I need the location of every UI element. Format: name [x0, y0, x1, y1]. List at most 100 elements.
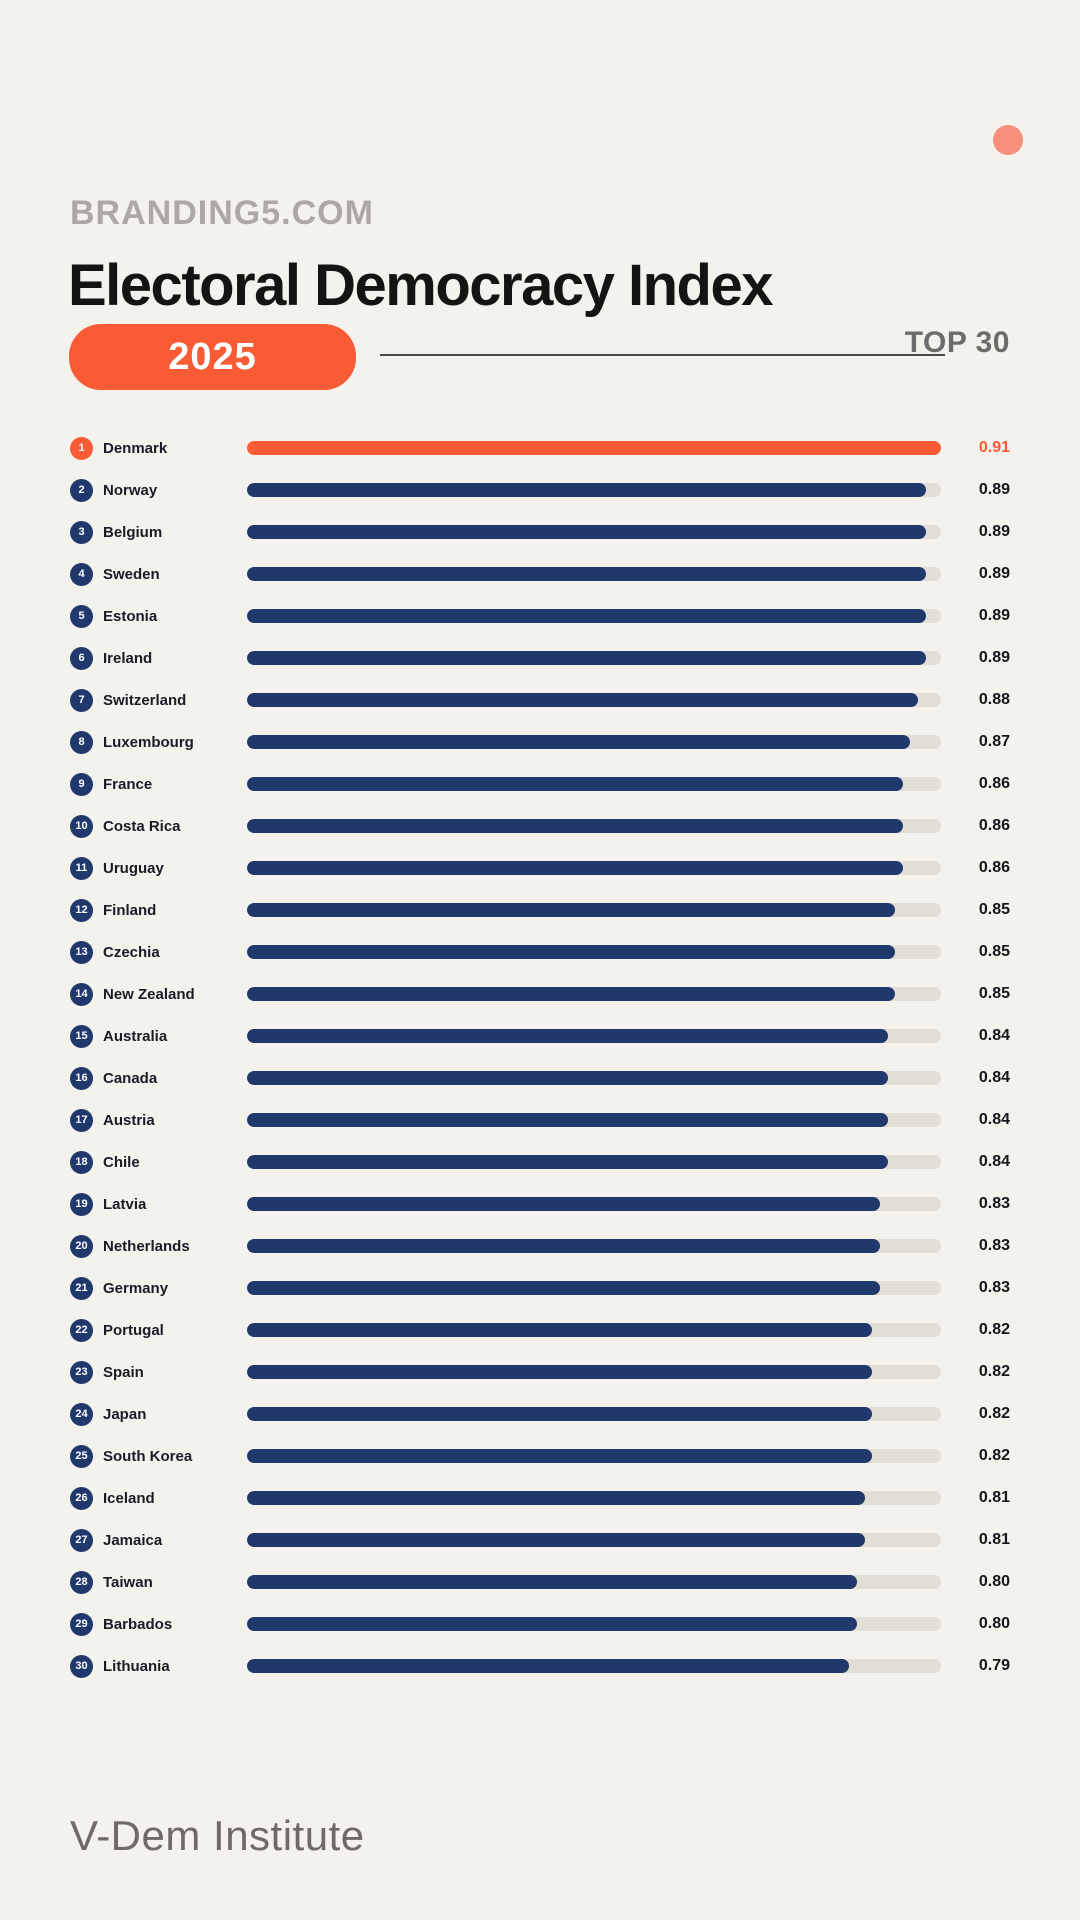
value-label: 0.89	[978, 649, 1010, 666]
bar-fill	[247, 1029, 888, 1043]
rank-number: 30	[75, 1659, 88, 1672]
bar-fill	[247, 1239, 880, 1253]
bar-fill	[247, 693, 919, 707]
rank-badge: 3	[70, 520, 93, 544]
ranking-row: 30 Lithuania 0.79	[0, 1645, 1080, 1687]
ranking-row: 3 Belgium 0.89	[0, 511, 1080, 553]
value-label: 0.83	[978, 1237, 1010, 1254]
page-title: Electoral Democracy Index	[68, 253, 773, 318]
value-label: 0.85	[978, 901, 1010, 918]
bar-fill	[247, 1575, 858, 1589]
value-label: 0.79	[978, 1657, 1010, 1674]
bar-track	[247, 861, 941, 875]
bar-fill	[247, 1407, 873, 1421]
value-label: 0.85	[978, 943, 1010, 960]
rank-number: 28	[75, 1575, 88, 1588]
bar-fill	[247, 525, 926, 539]
ranking-row: 28 Taiwan 0.80	[0, 1561, 1080, 1603]
rank-badge: 29	[70, 1612, 93, 1636]
ranking-row: 7 Switzerland 0.88	[0, 679, 1080, 721]
bar-track	[247, 735, 941, 749]
rank-badge: 15	[70, 1024, 93, 1048]
ranking-row: 26 Iceland 0.81	[0, 1477, 1080, 1519]
bar-fill	[247, 1365, 873, 1379]
rank-number: 4	[78, 567, 85, 580]
bar-track	[247, 651, 941, 665]
value-label: 0.86	[978, 817, 1010, 834]
country-label: Lithuania	[103, 1657, 170, 1675]
country-label: Netherlands	[103, 1237, 190, 1255]
rank-badge: 2	[70, 478, 93, 502]
country-label: Estonia	[103, 607, 158, 625]
ranking-row: 20 Netherlands 0.83	[0, 1225, 1080, 1267]
country-label: Japan	[103, 1405, 147, 1423]
rank-number: 12	[75, 903, 88, 916]
bar-track	[247, 525, 941, 539]
ranking-row: 9 France 0.86	[0, 763, 1080, 805]
bar-track	[247, 819, 941, 833]
rank-badge: 13	[70, 940, 93, 964]
ranking-row: 23 Spain 0.82	[0, 1351, 1080, 1393]
country-label: Switzerland	[103, 691, 187, 709]
bar-track	[247, 1575, 941, 1589]
rank-badge: 25	[70, 1444, 93, 1468]
value-label: 0.91	[978, 439, 1010, 456]
ranking-row: 16 Canada 0.84	[0, 1057, 1080, 1099]
bar-fill	[247, 987, 896, 1001]
rank-badge: 8	[70, 730, 93, 754]
rank-badge: 9	[70, 772, 93, 796]
bar-fill	[247, 609, 926, 623]
country-label: Australia	[103, 1027, 168, 1045]
rank-number: 17	[75, 1113, 88, 1126]
value-label: 0.86	[978, 775, 1010, 792]
country-label: Belgium	[103, 523, 163, 541]
rank-number: 16	[75, 1071, 88, 1084]
country-label: Uruguay	[103, 859, 164, 877]
bar-fill	[247, 483, 926, 497]
bar-track	[247, 1197, 941, 1211]
rank-number: 29	[75, 1617, 88, 1630]
decorative-dot	[993, 125, 1023, 155]
bar-track	[247, 1617, 941, 1631]
rank-badge: 22	[70, 1318, 93, 1342]
country-label: Jamaica	[103, 1531, 163, 1549]
rank-number: 24	[75, 1407, 88, 1420]
rank-badge: 14	[70, 982, 93, 1006]
rank-number: 1	[78, 441, 85, 454]
rank-number: 2	[78, 483, 85, 496]
rank-badge: 20	[70, 1234, 93, 1258]
bar-track	[247, 777, 941, 791]
country-label: Austria	[103, 1111, 155, 1129]
country-label: Sweden	[103, 565, 160, 583]
bar-fill	[247, 1071, 888, 1085]
ranking-row: 18 Chile 0.84	[0, 1141, 1080, 1183]
country-label: Spain	[103, 1363, 144, 1381]
ranking-row: 1 Denmark 0.91	[0, 427, 1080, 469]
value-label: 0.82	[978, 1363, 1010, 1380]
value-label: 0.80	[978, 1573, 1010, 1590]
country-label: Latvia	[103, 1195, 147, 1213]
bar-fill	[247, 567, 926, 581]
value-label: 0.88	[978, 691, 1010, 708]
bar-track	[247, 1491, 941, 1505]
country-label: South Korea	[103, 1447, 193, 1465]
bar-fill	[247, 861, 903, 875]
rank-badge: 18	[70, 1150, 93, 1174]
bar-fill	[247, 1617, 858, 1631]
bar-track	[247, 1029, 941, 1043]
rank-badge: 19	[70, 1192, 93, 1216]
ranking-row: 27 Jamaica 0.81	[0, 1519, 1080, 1561]
rank-badge: 23	[70, 1360, 93, 1384]
ranking-row: 4 Sweden 0.89	[0, 553, 1080, 595]
bar-track	[247, 1113, 941, 1127]
country-label: Finland	[103, 901, 157, 919]
bar-fill	[247, 1533, 865, 1547]
top30-label: TOP 30	[904, 326, 1010, 359]
rank-number: 11	[75, 861, 88, 874]
rank-number: 9	[78, 777, 85, 790]
ranking-chart: 1 Denmark 0.91 2 Norway 0.89 3 Belgium 0…	[0, 427, 1080, 1687]
rank-number: 6	[78, 651, 85, 664]
rank-number: 15	[75, 1029, 88, 1042]
bar-track	[247, 945, 941, 959]
value-label: 0.81	[978, 1531, 1010, 1548]
